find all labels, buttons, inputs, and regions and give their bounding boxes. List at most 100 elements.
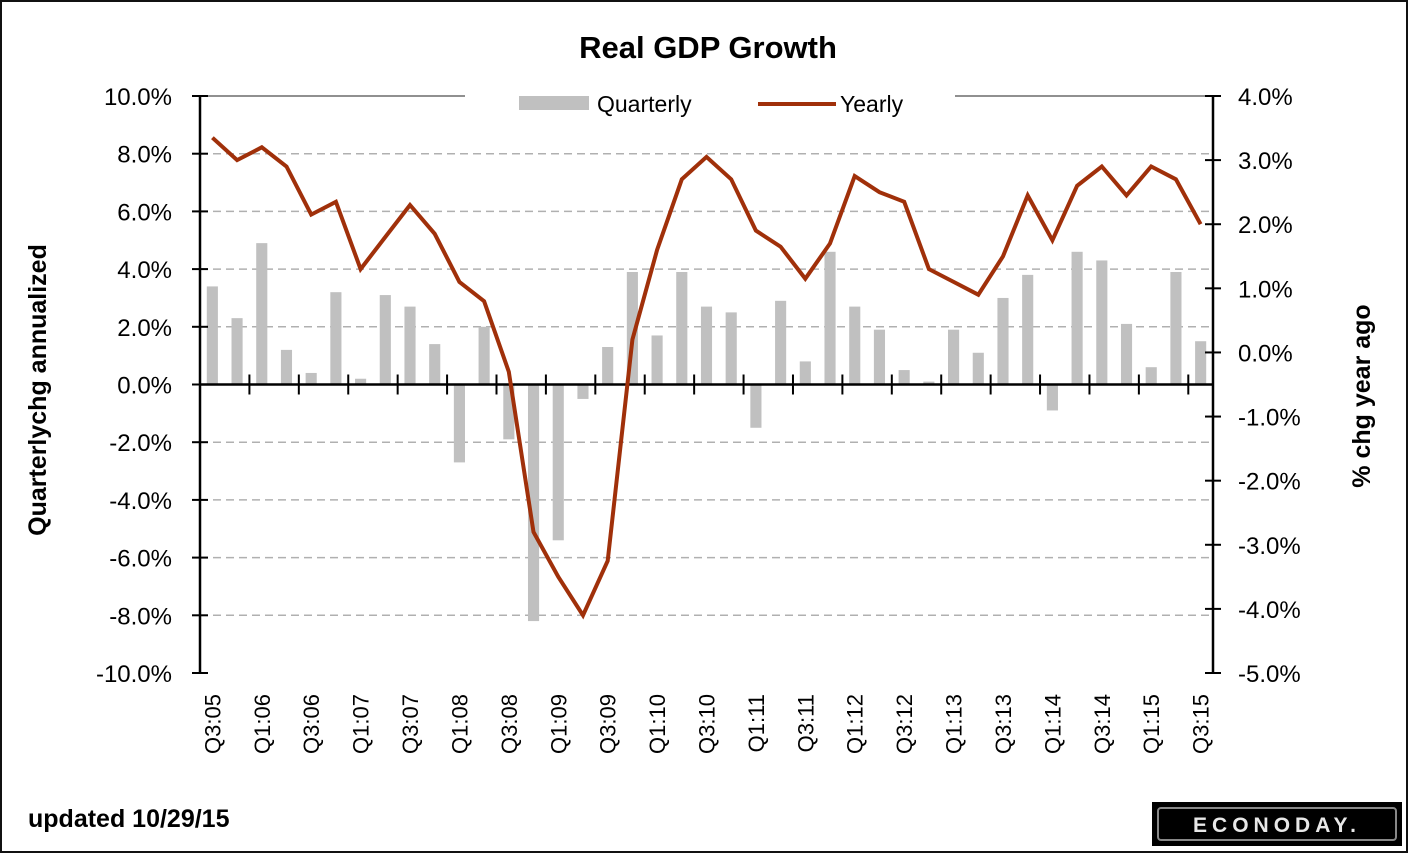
right-tick-label: -4.0% — [1238, 597, 1301, 624]
x-tick-label: Q3:11 — [793, 694, 818, 752]
x-tick-label: Q1:15 — [1139, 694, 1164, 754]
bar-quarterly — [1022, 274, 1034, 385]
left-tick-label: 0.0% — [117, 373, 172, 400]
right-tick-label: 0.0% — [1238, 340, 1293, 367]
bar-quarterly — [305, 372, 317, 385]
bar-quarterly — [1195, 341, 1207, 385]
bar-quarterly — [626, 271, 638, 385]
bar-quarterly — [379, 295, 391, 385]
x-tick-label: Q3:13 — [991, 694, 1016, 754]
bar-quarterly — [404, 306, 416, 385]
x-tick-label: Q1:08 — [447, 694, 472, 754]
bar-quarterly — [231, 318, 243, 385]
axes — [198, 96, 1215, 673]
bar-quarterly — [453, 384, 465, 463]
legend-label-yearly: Yearly — [840, 91, 904, 117]
logo-text: ECONODAY. — [1193, 814, 1361, 837]
updated-date: updated 10/29/15 — [28, 805, 230, 833]
x-tick-label: Q1:10 — [645, 694, 670, 754]
bar-quarterly — [1071, 251, 1083, 385]
right-tick-label: 4.0% — [1238, 84, 1293, 111]
bar-quarterly — [898, 370, 910, 385]
bar-quarterly — [775, 300, 787, 385]
x-tick-label: Q1:14 — [1040, 694, 1065, 754]
left-axis-ticks: 10.0% 8.0% 6.0% 4.0% 2.0% 0.0% -2.0% -4.0% -6.0%… — [96, 84, 208, 688]
bar-quarterly — [1046, 384, 1058, 411]
x-tick-label: Q3:07 — [398, 694, 423, 754]
quarterly-bars — [206, 243, 1207, 622]
right-tick-label: 3.0% — [1238, 148, 1293, 175]
right-tick-label: -2.0% — [1238, 469, 1301, 496]
bar-quarterly — [849, 306, 861, 385]
x-tick-label: Q3:06 — [299, 694, 324, 754]
left-tick-label: 8.0% — [117, 142, 172, 169]
bar-quarterly — [1120, 323, 1133, 385]
bar-quarterly — [206, 286, 218, 385]
left-tick-label: -8.0% — [109, 603, 172, 630]
bar-quarterly — [355, 378, 367, 385]
x-tick-label: Q3:10 — [695, 694, 720, 754]
bar-quarterly — [1170, 271, 1182, 385]
x-tick-label: Q3:05 — [200, 694, 225, 754]
bar-quarterly — [997, 297, 1009, 385]
bar-quarterly — [429, 344, 441, 385]
yearly-line — [211, 136, 1203, 620]
bar-quarterly — [651, 335, 663, 385]
bar-quarterly — [799, 361, 811, 385]
bar-quarterly — [972, 352, 984, 385]
bar-quarterly — [602, 346, 614, 385]
bar-quarterly — [478, 326, 490, 385]
x-tick-label: Q3:12 — [892, 694, 917, 754]
left-tick-label: -2.0% — [109, 430, 172, 457]
bar-quarterly — [527, 384, 540, 622]
chart-title: Real GDP Growth — [579, 30, 837, 65]
legend-label-quarterly: Quarterly — [597, 91, 692, 117]
left-tick-label: 6.0% — [117, 199, 172, 226]
bar-quarterly — [503, 384, 515, 440]
left-tick-label: -4.0% — [109, 488, 172, 515]
left-tick-label: 10.0% — [104, 84, 172, 111]
bar-quarterly — [824, 251, 836, 385]
x-tick-label: Q1:12 — [843, 694, 868, 754]
left-tick-label: 2.0% — [117, 315, 172, 342]
right-tick-label: -5.0% — [1238, 661, 1301, 688]
x-tick-label: Q3:09 — [596, 694, 621, 754]
x-tick-label: Q1:07 — [349, 694, 374, 754]
x-tick-label: Q1:13 — [942, 694, 967, 754]
bar-quarterly — [750, 384, 762, 428]
right-axis-label: % chg year ago — [1348, 304, 1376, 487]
bar-quarterly — [1145, 367, 1157, 385]
x-axis-ticks: Q3:05 Q1:06 Q3:06 Q1:07 Q3:07 Q1:08 Q3:08 Q1:09… — [200, 374, 1214, 754]
bar-quarterly — [725, 312, 737, 385]
legend: Quarterly Yearly — [465, 91, 955, 117]
bar-quarterly — [577, 384, 589, 399]
right-tick-label: -3.0% — [1238, 533, 1301, 560]
bar-quarterly — [676, 271, 688, 385]
x-tick-label: Q3:15 — [1189, 694, 1214, 754]
left-tick-label: -6.0% — [109, 546, 172, 573]
x-tick-label: Q1:09 — [546, 694, 571, 754]
right-axis-ticks: 4.0% 3.0% 2.0% 1.0% 0.0% -1.0% -2.0% -3.0% -4.0%… — [1205, 84, 1301, 688]
bar-quarterly — [330, 292, 342, 385]
econoday-logo: ECONODAY. — [1152, 802, 1402, 846]
left-axis-label: Quarterlychg annualized — [24, 244, 52, 536]
bar-quarterly — [1096, 260, 1108, 385]
right-tick-label: 2.0% — [1238, 212, 1293, 239]
right-tick-label: 1.0% — [1238, 276, 1293, 303]
bar-quarterly — [280, 349, 293, 385]
x-tick-label: Q3:14 — [1090, 694, 1115, 754]
bar-quarterly — [256, 243, 268, 385]
right-tick-label: -1.0% — [1238, 405, 1301, 432]
x-tick-label: Q1:06 — [250, 694, 275, 754]
x-tick-label: Q3:08 — [497, 694, 522, 754]
legend-swatch-quarterly — [519, 96, 589, 110]
bar-quarterly — [923, 381, 935, 385]
bar-quarterly — [552, 384, 564, 541]
left-tick-label: -10.0% — [96, 661, 172, 688]
x-tick-label: Q1:11 — [744, 694, 769, 752]
bar-quarterly — [948, 329, 960, 385]
bar-quarterly — [700, 306, 713, 385]
line-yearly — [211, 136, 1203, 620]
